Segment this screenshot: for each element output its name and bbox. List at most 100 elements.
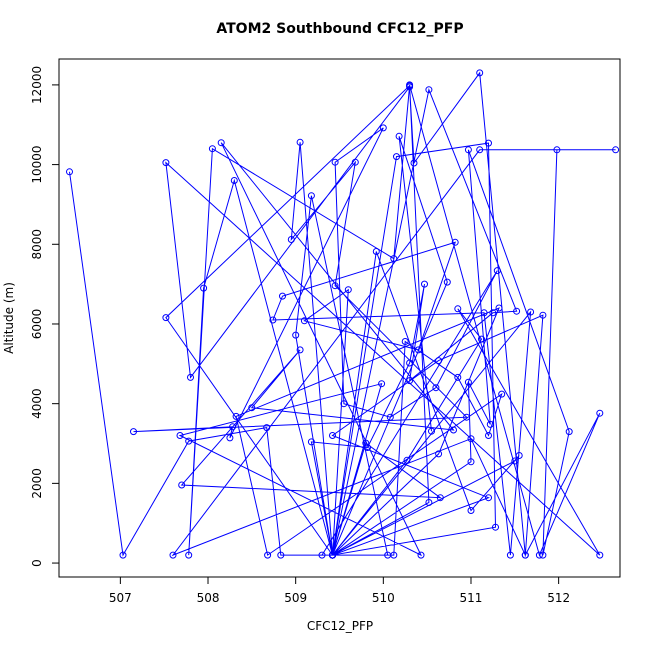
data-point <box>565 428 573 436</box>
data-point <box>386 413 394 421</box>
data-point <box>318 551 326 559</box>
data-point <box>269 316 277 324</box>
data-point <box>378 380 386 388</box>
data-point <box>384 551 392 559</box>
data-point <box>277 551 285 559</box>
data-point <box>162 314 170 322</box>
data-point <box>553 146 561 154</box>
y-tick-label: 2000 <box>30 468 44 499</box>
data-point <box>130 428 137 436</box>
data-point <box>351 158 359 166</box>
data-point <box>185 551 193 559</box>
x-tick-label: 507 <box>109 591 132 605</box>
x-tick-label: 509 <box>284 591 307 605</box>
data-point <box>410 159 418 167</box>
data-point <box>248 404 256 412</box>
y-tick-label: 8000 <box>30 229 44 260</box>
data-point <box>443 278 451 286</box>
x-axis: 507 508 509 510 511 512 <box>109 576 570 605</box>
data-point <box>435 450 443 458</box>
data-point <box>406 83 414 91</box>
data-point <box>300 317 308 325</box>
data-point <box>485 139 492 147</box>
x-tick-label: 510 <box>372 591 395 605</box>
x-tick-label: 508 <box>197 591 220 605</box>
y-axis-label: Altitude (m) <box>2 282 16 354</box>
data-point <box>539 551 547 559</box>
data-point <box>498 390 506 398</box>
data-point <box>296 346 304 354</box>
data-point <box>476 146 484 154</box>
data-point <box>432 384 440 392</box>
data-point <box>425 499 433 506</box>
data-point <box>176 432 184 439</box>
data-point <box>480 309 488 317</box>
y-tick-label: 4000 <box>30 388 44 419</box>
data-point <box>379 124 387 132</box>
data-point <box>414 346 422 354</box>
data-point <box>467 435 475 443</box>
data-point <box>401 338 409 345</box>
data-point <box>372 248 380 255</box>
x-tick-label: 511 <box>460 591 483 605</box>
data-point <box>292 331 300 339</box>
data-point <box>406 81 414 89</box>
data-point <box>478 335 485 343</box>
data-point <box>208 145 216 153</box>
data-point <box>513 307 521 315</box>
chart-title: ATOM2 Southbound CFC12_PFP <box>216 21 463 37</box>
data-point <box>454 305 462 313</box>
data-point <box>435 357 443 365</box>
data-point <box>364 444 371 451</box>
data-point <box>428 427 435 435</box>
data-point <box>263 424 271 432</box>
data-point <box>535 551 543 559</box>
data-point <box>450 426 457 434</box>
data-point <box>403 456 411 464</box>
data-point <box>229 423 237 431</box>
y-tick-label: 0 <box>30 559 44 567</box>
data-point <box>264 551 272 559</box>
data-point <box>178 481 186 489</box>
data-point <box>485 432 492 439</box>
data-point <box>485 494 492 502</box>
data-point <box>515 452 523 459</box>
data-point <box>436 494 444 502</box>
data-point <box>331 282 339 290</box>
x-tick-label: 512 <box>547 591 570 605</box>
data-point <box>451 238 459 246</box>
data-point <box>454 373 462 381</box>
data-point <box>612 146 620 154</box>
data-point <box>406 377 414 385</box>
data-point <box>331 158 339 166</box>
data-point <box>329 432 336 439</box>
data-point <box>406 359 414 367</box>
data-point <box>521 551 529 559</box>
data-point <box>421 280 428 288</box>
data-point <box>340 400 348 408</box>
data-point <box>200 284 208 292</box>
data-point <box>187 373 194 381</box>
data-point <box>226 434 234 442</box>
data-point <box>169 551 177 559</box>
data-point <box>287 236 295 243</box>
data-point <box>232 412 240 420</box>
data-point <box>596 409 604 417</box>
data-point <box>329 551 336 559</box>
data-point <box>362 439 370 447</box>
data-point <box>467 458 475 466</box>
data-point <box>486 420 494 428</box>
data-point <box>492 523 499 531</box>
data-point <box>493 267 501 275</box>
data-point <box>527 308 535 316</box>
data-point <box>230 177 238 184</box>
data-point <box>417 551 425 559</box>
x-axis-label: CFC12_PFP <box>307 619 373 633</box>
data-point <box>390 255 398 263</box>
y-tick-label: 12000 <box>30 66 44 104</box>
data-point <box>476 69 484 77</box>
data-point <box>539 311 547 319</box>
data-point <box>425 86 433 94</box>
